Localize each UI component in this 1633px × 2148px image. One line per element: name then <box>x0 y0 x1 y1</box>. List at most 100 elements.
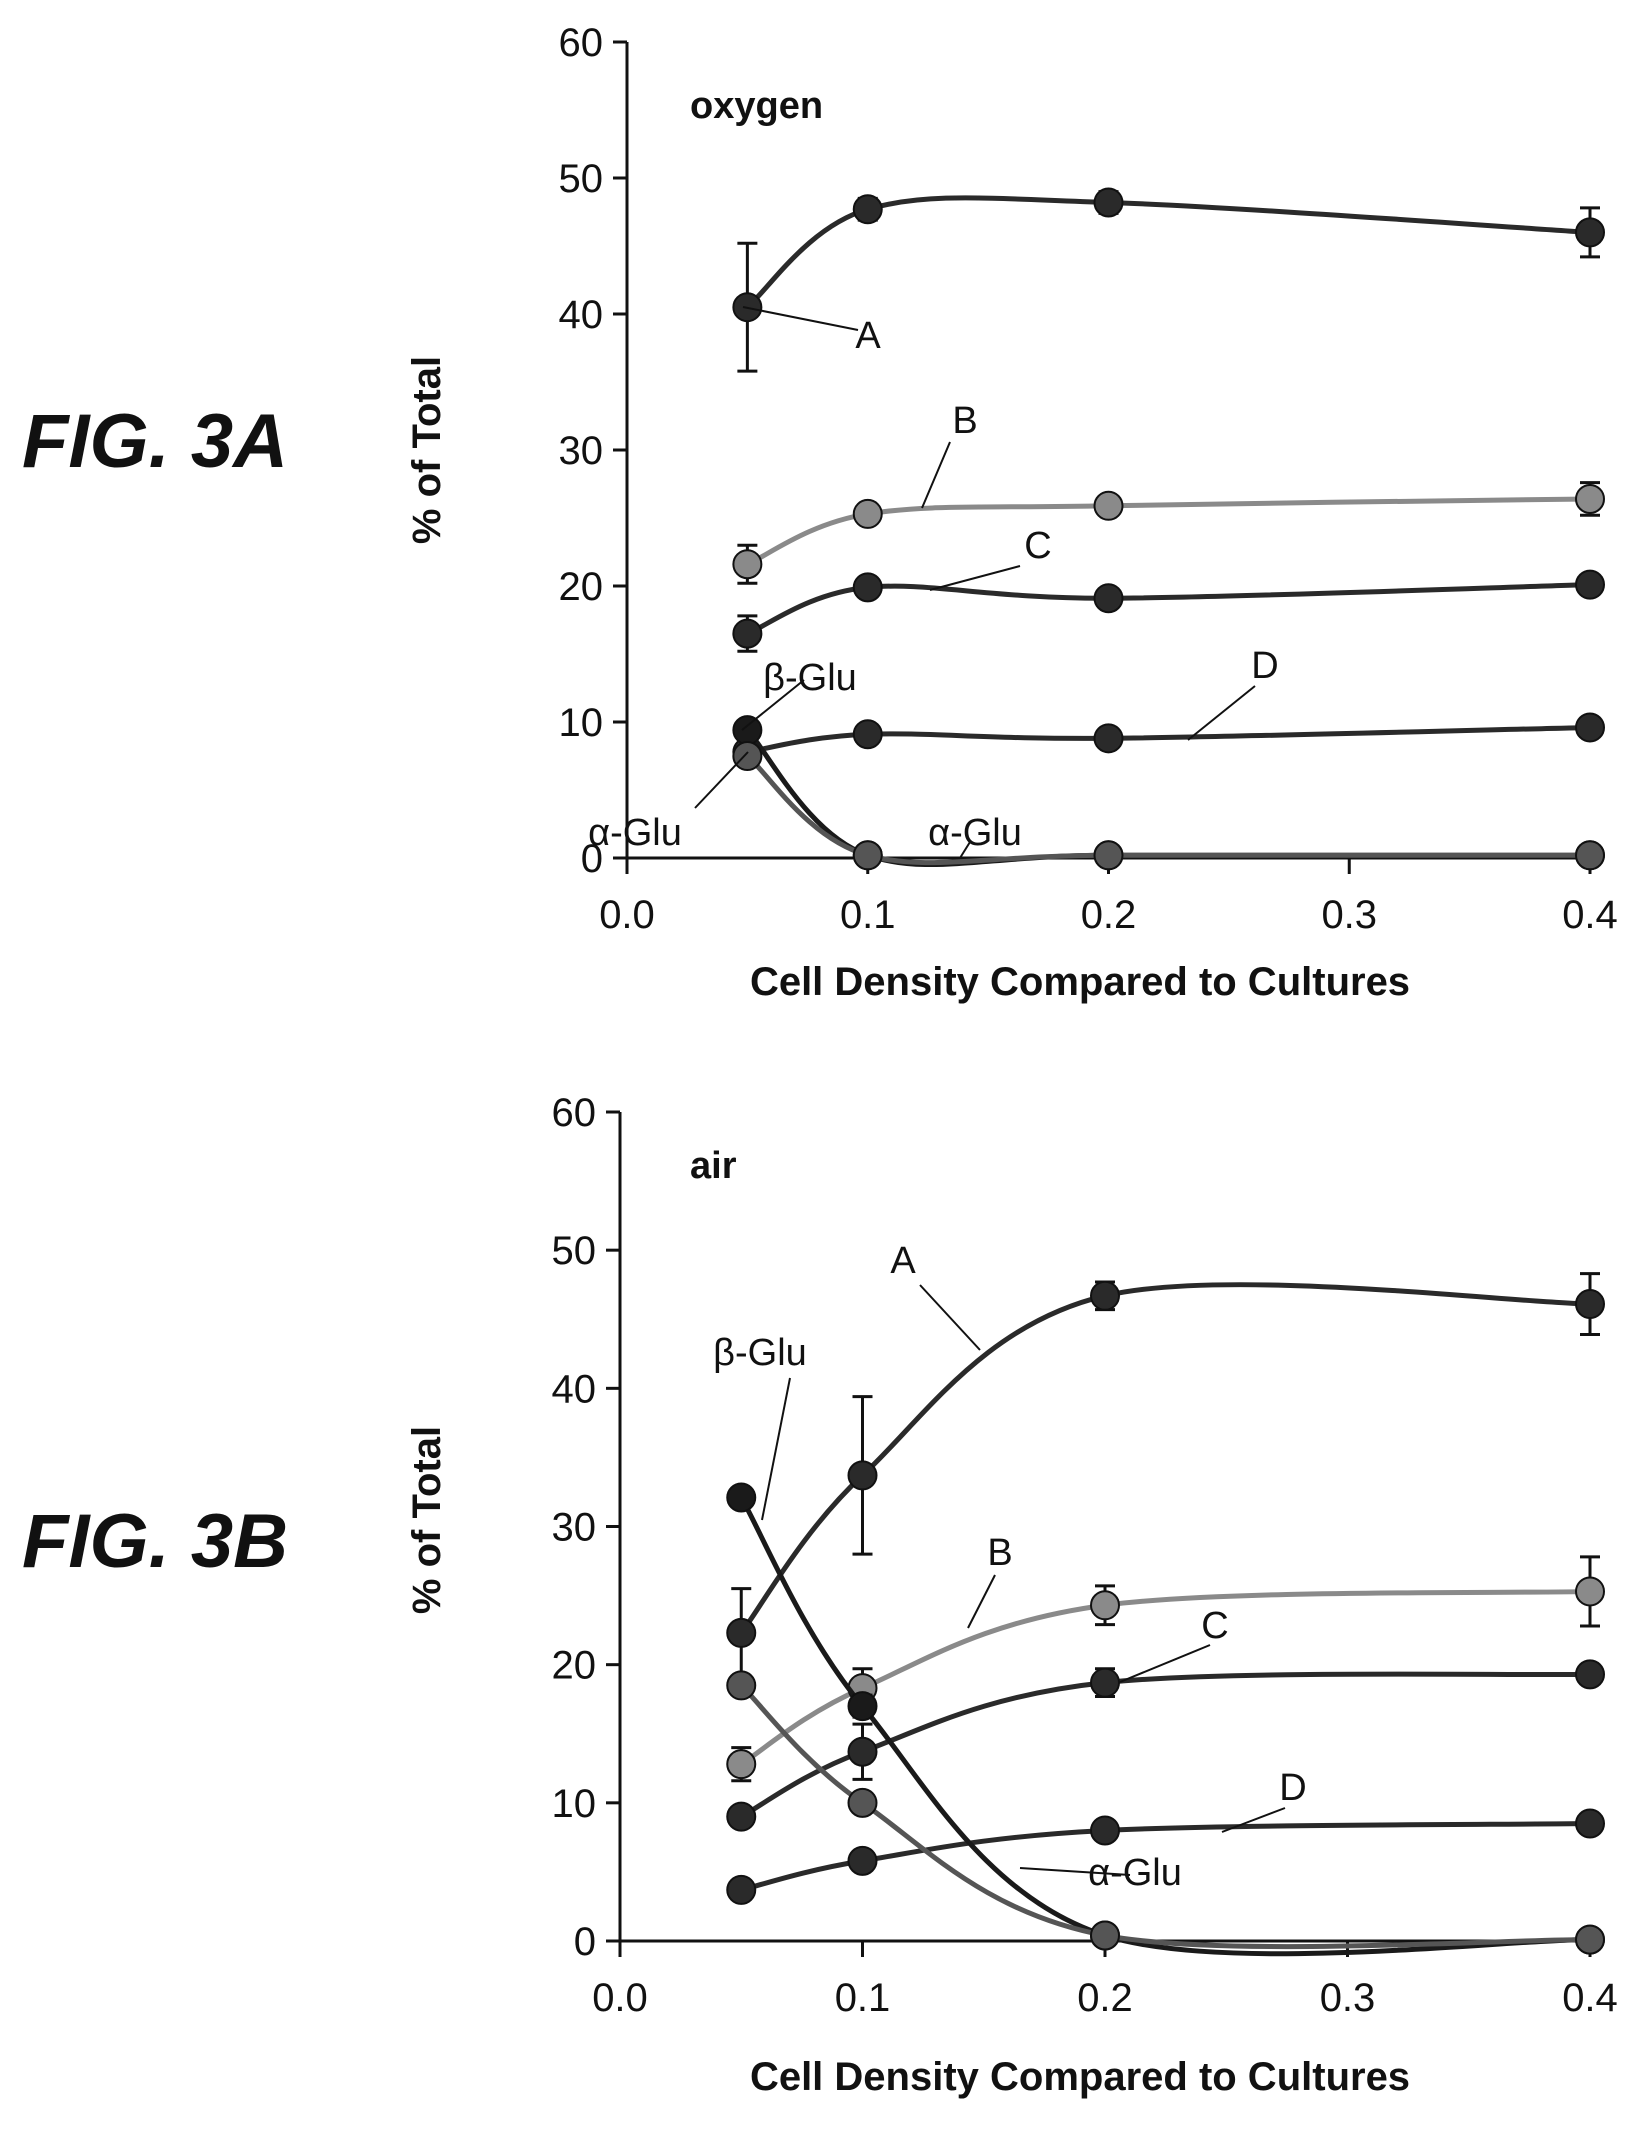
b-series-alpha-glu-line <box>739 1683 1591 1950</box>
b-x-tick-label: 0.0 <box>592 1976 648 2020</box>
b-series-c-line <box>740 1671 1591 1819</box>
a-label-alpha-glu: α-Glu <box>928 812 1022 854</box>
b-series-d-line <box>740 1821 1591 1893</box>
a-series-c-point <box>852 572 883 603</box>
b-label-a-leader <box>919 1284 981 1351</box>
a-x-tick-label: 0.4 <box>1562 893 1618 937</box>
b-condition-label: air <box>690 1145 737 1187</box>
a-x-tick-label: 0.0 <box>599 893 655 937</box>
a-series-d-line <box>747 724 1591 755</box>
b-series-alpha-glu-point <box>1090 1920 1120 1951</box>
b-series-b-point <box>1090 1590 1120 1621</box>
b-label-alpha-glu: α-Glu <box>1088 1852 1182 1894</box>
b-y-tick-label: 40 <box>552 1367 597 1411</box>
a-x-tick-label: 0.1 <box>840 893 896 937</box>
a-x-tick-label: 0.2 <box>1081 893 1137 937</box>
b-x-tick-label: 0.1 <box>835 1976 891 2020</box>
b-label-c: C <box>1201 1605 1228 1647</box>
b-y-tick-label: 10 <box>552 1782 597 1826</box>
b-series-c-point <box>726 1801 757 1832</box>
a-y-tick-label: 30 <box>559 429 604 473</box>
a-y-tick-label: 50 <box>559 157 604 201</box>
b-label-d-leader <box>1221 1807 1286 1833</box>
b-label-c-leader <box>1119 1644 1211 1683</box>
b-series-d-point <box>1575 1808 1605 1839</box>
a-label-a-leader <box>742 306 859 331</box>
b-x-tick-label: 0.3 <box>1320 1976 1376 2020</box>
b-series-b-point <box>1575 1576 1605 1607</box>
b-y-tick-label: 20 <box>552 1644 597 1688</box>
b-label-alpha-glu-leader <box>1019 1867 1131 1876</box>
a-label-beta-glu: β-Glu <box>763 657 857 699</box>
b-label-b-leader <box>967 1574 996 1629</box>
a-series-d-point <box>1093 723 1124 754</box>
a-x-tick-label: 0.3 <box>1321 893 1377 937</box>
a-series-c-line <box>746 582 1591 636</box>
b-x-tick-label: 0.4 <box>1562 1976 1618 2020</box>
b-y-tick-label: 30 <box>552 1506 597 1550</box>
a-y-tick-label: 20 <box>559 565 604 609</box>
a-condition-label: oxygen <box>690 85 823 127</box>
a-series-b-line <box>746 496 1591 567</box>
a-label-b: B <box>952 400 977 442</box>
a-series-beta-glu-point <box>732 715 763 746</box>
b-label-a: A <box>890 1240 916 1282</box>
a-series-c-point <box>732 618 763 649</box>
a-series-alpha-glu-point <box>1093 840 1124 871</box>
a-series-alpha-glu-point <box>852 840 883 871</box>
b-series-a-point <box>1090 1280 1120 1311</box>
a-x-axis-title: Cell Density Compared to Cultures <box>750 960 1410 1004</box>
a-series-b-point <box>732 549 763 580</box>
a-series-alpha-glu-point <box>732 741 763 771</box>
b-series-beta-glu-point <box>726 1482 757 1513</box>
a-label-alpha-glu: α-Glu <box>588 812 682 854</box>
a-label-alpha-glu-leader <box>959 841 971 859</box>
a-series-a-point <box>1093 187 1124 218</box>
a-series-alpha-glu-line <box>745 754 1590 866</box>
b-x-tick-label: 0.2 <box>1077 1976 1133 2020</box>
b-series-a-point <box>1575 1289 1605 1320</box>
b-series-a-point <box>726 1617 757 1648</box>
b-series-b-line <box>739 1588 1591 1767</box>
a-y-tick-label: 60 <box>559 21 604 65</box>
a-series-a-line <box>745 195 1591 310</box>
a-label-a: A <box>855 315 881 357</box>
b-y-tick-label: 50 <box>552 1229 597 1273</box>
a-series-c-point <box>1093 583 1124 614</box>
a-series-b-point <box>852 498 883 529</box>
b-x-axis-title: Cell Density Compared to Cultures <box>750 2055 1410 2099</box>
b-series-alpha-glu-point <box>1575 1924 1605 1955</box>
chart-3b-air: 0 10 20 30 40 50 60 0.0 0.1 0.2 0.3 0.4 % of Total Ce… <box>405 1091 1618 2099</box>
a-label-c: C <box>1024 525 1051 567</box>
a-series-d-point <box>852 719 883 750</box>
b-series-b-point <box>726 1749 757 1780</box>
a-label-alpha-glu-leader <box>694 751 749 809</box>
b-series-beta-glu-point <box>847 1691 878 1722</box>
b-series-beta-glu-line <box>739 1496 1591 1957</box>
b-label-beta-glu: β-Glu <box>713 1332 807 1374</box>
b-series-c-point <box>1090 1667 1120 1698</box>
a-y-tick-label: 40 <box>559 293 604 337</box>
b-y-tick-label: 60 <box>552 1091 597 1135</box>
b-series-c-point <box>1575 1659 1605 1690</box>
a-series-b-point <box>1093 490 1124 521</box>
a-y-tick-label: 0 <box>581 837 603 881</box>
figure-label-3b: FIG. 3B <box>22 1499 289 1584</box>
b-series-d-point <box>726 1874 757 1905</box>
figure-label-3a: FIG. 3A <box>22 399 289 484</box>
a-series-a-point <box>852 194 883 225</box>
a-series-a-point <box>1575 217 1605 248</box>
a-y-axis-title: % of Total <box>405 356 449 544</box>
a-label-beta-glu-leader <box>741 679 805 731</box>
a-series-b-point <box>1575 483 1605 514</box>
b-series-alpha-glu-point <box>847 1787 878 1818</box>
b-series-a-line <box>739 1282 1591 1635</box>
a-label-d: D <box>1251 645 1278 687</box>
b-y-axis-title: % of Total <box>405 1426 449 1614</box>
b-series-d-point <box>847 1845 878 1876</box>
a-label-c-leader <box>929 565 1021 591</box>
b-series-d-point <box>1090 1815 1120 1846</box>
b-label-d: D <box>1279 1767 1306 1809</box>
b-label-b: B <box>987 1532 1012 1574</box>
chart-3a-oxygen: 0 10 20 30 40 50 60 0.0 0.1 0.2 0.3 0.4 % of Total Ce… <box>405 21 1618 1004</box>
